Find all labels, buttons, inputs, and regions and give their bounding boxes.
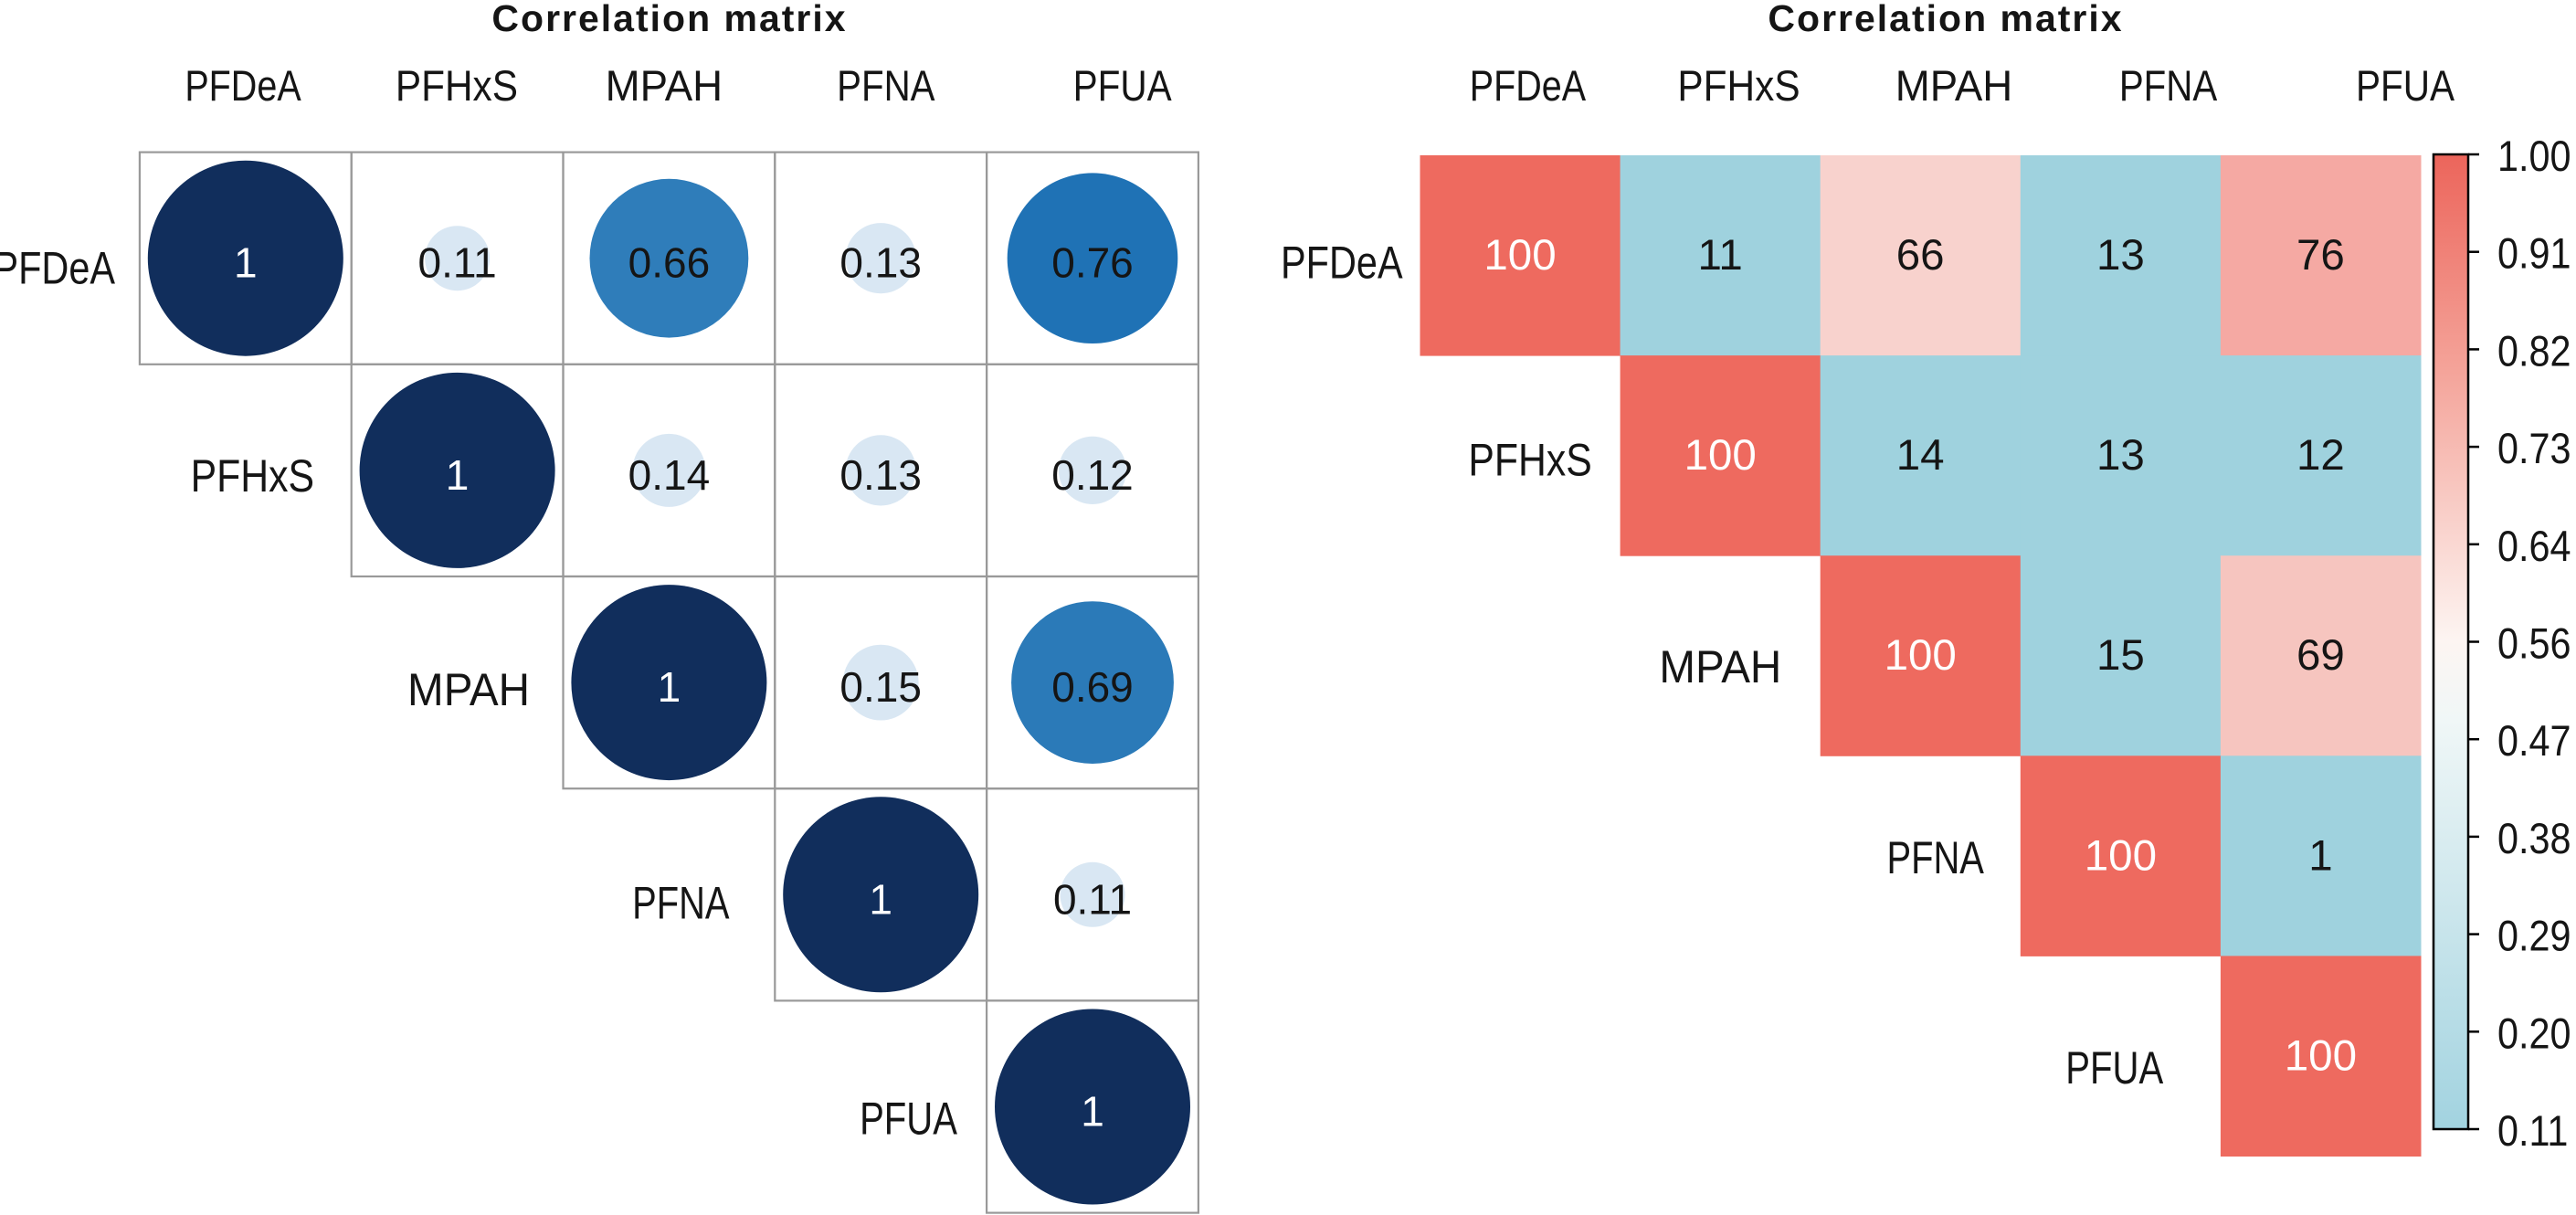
svg-text:0.56: 0.56 — [2497, 620, 2571, 668]
svg-text:PFNA: PFNA — [837, 62, 935, 111]
svg-text:PFDeA: PFDeA — [0, 242, 115, 294]
svg-text:1: 1 — [446, 451, 470, 499]
svg-text:PFHxS: PFHxS — [1677, 61, 1800, 111]
svg-text:0.38: 0.38 — [2497, 815, 2571, 862]
svg-text:12: 12 — [2296, 431, 2345, 480]
svg-text:0.47: 0.47 — [2497, 718, 2571, 766]
svg-text:0.76: 0.76 — [1051, 239, 1134, 287]
svg-text:1: 1 — [658, 663, 681, 711]
svg-text:100: 100 — [1483, 231, 1556, 280]
svg-text:PFUA: PFUA — [860, 1093, 958, 1144]
svg-text:0.91: 0.91 — [2497, 230, 2571, 278]
svg-text:1.00: 1.00 — [2497, 133, 2571, 181]
svg-text:0.11: 0.11 — [2497, 1108, 2568, 1156]
svg-text:PFDeA: PFDeA — [185, 62, 301, 111]
svg-text:0.73: 0.73 — [2497, 426, 2571, 473]
svg-text:0.29: 0.29 — [2497, 913, 2571, 960]
svg-text:0.12: 0.12 — [1051, 451, 1134, 499]
svg-text:MPAH: MPAH — [1659, 642, 1781, 692]
svg-text:0.64: 0.64 — [2497, 523, 2571, 570]
svg-text:0.82: 0.82 — [2497, 328, 2571, 375]
svg-text:1: 1 — [2308, 831, 2332, 880]
svg-text:PFHxS: PFHxS — [191, 450, 314, 502]
svg-text:0.15: 0.15 — [839, 663, 922, 711]
svg-text:100: 100 — [2285, 1032, 2357, 1081]
svg-text:PFUA: PFUA — [2356, 62, 2455, 111]
svg-text:PFNA: PFNA — [632, 877, 730, 928]
svg-text:PFDeA: PFDeA — [1281, 237, 1403, 289]
svg-text:14: 14 — [1896, 431, 1945, 480]
svg-text:Correlation matrix: Correlation matrix — [1768, 0, 2123, 39]
svg-text:13: 13 — [2096, 231, 2145, 280]
svg-text:PFDeA: PFDeA — [1470, 62, 1587, 111]
svg-text:13: 13 — [2096, 431, 2145, 480]
svg-text:Correlation matrix: Correlation matrix — [491, 0, 847, 39]
svg-text:PFHxS: PFHxS — [1468, 435, 1591, 486]
svg-text:0.69: 0.69 — [1051, 663, 1134, 711]
svg-text:MPAH: MPAH — [407, 665, 530, 715]
svg-text:0.11: 0.11 — [1053, 875, 1132, 923]
svg-text:100: 100 — [2085, 831, 2157, 880]
svg-text:0.14: 0.14 — [628, 451, 711, 499]
svg-text:1: 1 — [1081, 1088, 1104, 1136]
svg-text:0.11: 0.11 — [418, 239, 497, 287]
svg-text:0.13: 0.13 — [839, 451, 922, 499]
svg-text:1: 1 — [869, 875, 892, 923]
svg-text:MPAH: MPAH — [606, 61, 723, 110]
svg-text:69: 69 — [2296, 631, 2345, 680]
svg-text:PFNA: PFNA — [2119, 62, 2218, 111]
svg-text:11: 11 — [1698, 231, 1743, 280]
svg-text:100: 100 — [1684, 431, 1757, 480]
svg-text:15: 15 — [2096, 631, 2145, 680]
svg-text:PFNA: PFNA — [1887, 832, 1985, 883]
svg-text:76: 76 — [2296, 231, 2345, 280]
svg-text:PFUA: PFUA — [1073, 62, 1173, 111]
svg-text:0.13: 0.13 — [839, 239, 922, 287]
svg-text:PFUA: PFUA — [2065, 1042, 2164, 1094]
svg-text:MPAH: MPAH — [1895, 61, 2012, 110]
svg-text:1: 1 — [234, 239, 258, 287]
svg-text:PFHxS: PFHxS — [396, 61, 518, 111]
svg-text:0.66: 0.66 — [628, 239, 711, 287]
svg-text:0.20: 0.20 — [2497, 1010, 2571, 1058]
svg-text:100: 100 — [1884, 631, 1957, 680]
svg-text:66: 66 — [1896, 231, 1945, 280]
